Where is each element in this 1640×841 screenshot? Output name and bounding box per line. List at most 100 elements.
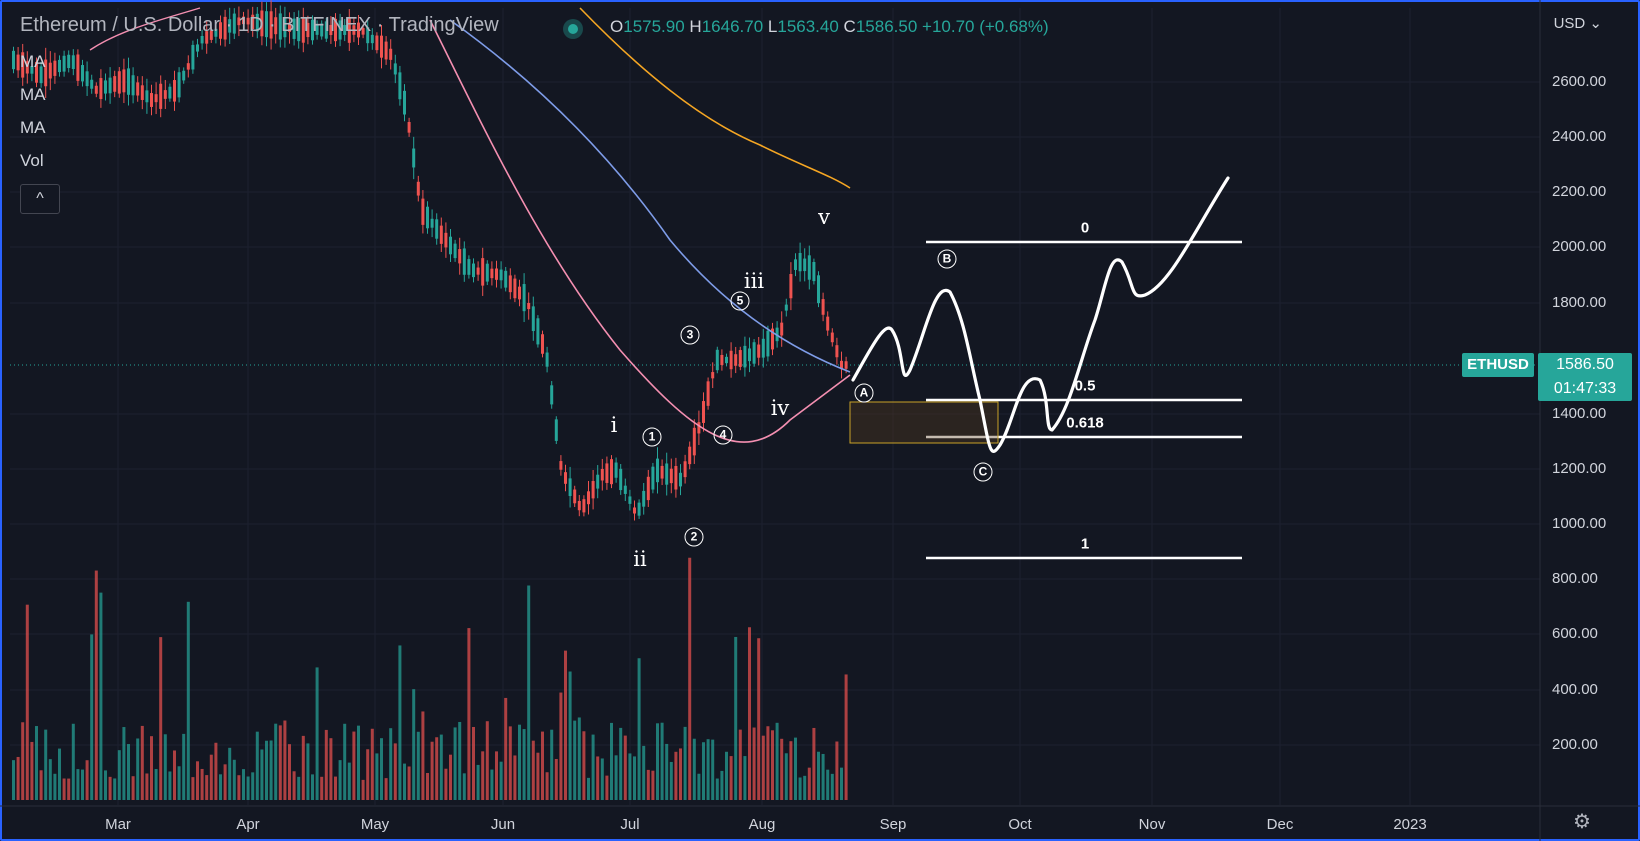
volume-bar [412,689,416,800]
indicator-vol[interactable]: Vol [20,151,44,170]
volume-bar [265,740,268,800]
candle-body [577,500,581,511]
candle-body [232,13,236,34]
volume-bar [472,726,475,800]
candle-body [352,25,356,35]
candle-body [619,468,623,491]
candle-body [518,286,521,300]
volume-bar [292,771,296,800]
volume-bar [752,727,756,800]
volume-bar [389,728,393,800]
volume-bar [582,731,586,800]
indicator-ma-3[interactable]: MA [20,118,46,137]
candle-body [807,255,811,280]
symbol-title[interactable]: Ethereum / U.S. Dollar · 1D · BITFINEX ·… [20,14,499,36]
volume-bar [757,638,761,800]
candle-body [329,24,333,36]
price-tick: 200.00 [1552,736,1598,753]
market-status-icon[interactable] [568,24,578,34]
price-tick: 2400.00 [1552,128,1607,145]
candle-body [315,25,319,35]
candle-body [223,16,227,40]
collapse-indicators-button[interactable]: ^ [20,184,60,214]
candle-body [499,269,503,281]
volume-bar [706,739,710,800]
volume-bar [269,740,273,800]
volume-bar [467,628,471,800]
candle-body [665,463,669,485]
volume-bar [209,754,213,800]
candle-body [830,332,834,343]
volume-bar [545,772,549,800]
candle-body [334,18,337,42]
price-tick: 2000.00 [1552,238,1607,255]
candle-body [752,342,756,364]
settings-gear-icon[interactable]: ⚙ [1573,811,1591,833]
candle-body [53,60,57,76]
candle-body [384,41,388,60]
volume-bar [715,778,719,800]
candle-body [301,17,305,43]
currency-selector[interactable]: USD ⌄ [1553,15,1602,32]
fib-label: 0 [1080,219,1090,237]
candle-body [628,496,632,504]
volume-bar [301,735,305,800]
candle-body [196,44,199,52]
indicator-ma-1[interactable]: MA [20,52,46,71]
candle-body [729,350,733,370]
wave-label-iii: iii [743,269,765,293]
volume-bar [628,753,632,800]
volume-bar [485,721,489,800]
volume-bar [812,727,816,800]
volume-bar [370,728,374,800]
candle-body [347,17,351,43]
ma-pink-line [429,19,851,443]
candle-body [173,80,176,102]
volume-bar [798,777,802,800]
candle-body [545,352,549,367]
wave-label-i: i [610,413,618,437]
candle-body [361,28,365,35]
candle-body [25,61,29,74]
indicator-ma-2[interactable]: MA [20,85,46,104]
volume-bar [21,722,25,800]
volume-bar [651,770,655,800]
volume-bar [347,762,351,800]
volume-bar [504,697,508,800]
volume-bar [315,667,319,800]
ma-orange-line [579,7,851,189]
volume-bar [76,769,80,800]
volume-bar [711,739,715,800]
circle-label-c: C [973,462,993,482]
volume-bar [527,585,531,800]
volume-bar [393,743,397,800]
volume-bar [288,744,291,800]
target-zone-box [849,401,999,444]
candle-body [458,249,462,264]
volume-bar [67,778,71,800]
last-price-tag: 1586.50 01:47:33 [1538,353,1632,401]
candle-body [490,268,494,279]
circle-label-b: B [937,249,957,269]
volume-bar [30,741,34,800]
candle-body [366,27,370,44]
candle-body [541,334,544,354]
candle-body [320,23,324,37]
volume-bar [214,742,218,800]
volume-bar [605,775,609,800]
volume-bar [200,768,204,800]
price-tick: 400.00 [1552,681,1598,698]
candle-body [85,71,89,87]
candle-body [154,94,158,103]
candle-body [140,85,144,100]
volume-bar [246,776,250,800]
candle-body [357,22,360,38]
candle-body [251,14,255,30]
candle-body [554,419,558,441]
candle-body [416,181,420,196]
volume-bar [826,769,830,800]
volume-bar [789,741,793,800]
candle-body [182,70,186,81]
